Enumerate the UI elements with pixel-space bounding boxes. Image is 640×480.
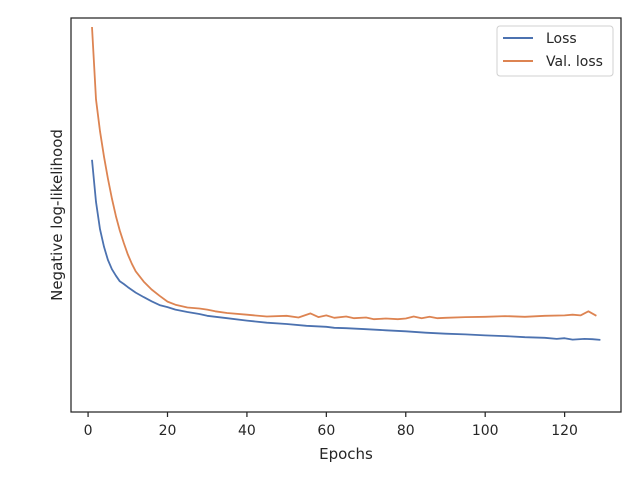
plot-area [91, 26, 601, 341]
legend-label-loss: Loss [546, 31, 577, 47]
x-axis-label: Epochs [319, 445, 373, 463]
x-tick-label-0: 0 [84, 423, 93, 439]
series-line-val-loss [91, 26, 597, 321]
x-tick-label-60: 60 [317, 423, 335, 439]
x-tick-label-80: 80 [397, 423, 415, 439]
x-tick-label-100: 100 [472, 423, 499, 439]
y-axis-label: Negative log-likelihood [48, 129, 66, 301]
legend: Loss Val. loss [496, 25, 614, 77]
x-axis-ticks: 0 20 40 60 80 100 120 [84, 412, 578, 439]
x-tick-label-20: 20 [159, 423, 177, 439]
x-tick-label-120: 120 [551, 423, 578, 439]
series-line-loss [91, 159, 601, 341]
x-tick-label-40: 40 [238, 423, 256, 439]
legend-label-val-loss: Val. loss [546, 54, 603, 70]
plot-frame [70, 17, 622, 413]
